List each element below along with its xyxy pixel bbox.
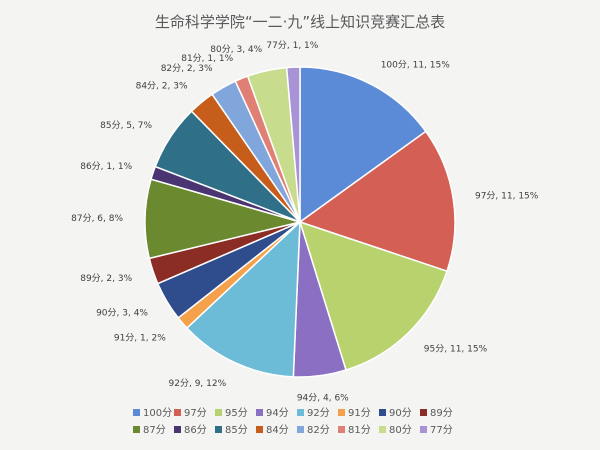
data-label: 91分, 1, 2%: [114, 332, 166, 343]
data-label: 100分, 11, 15%: [381, 59, 451, 70]
legend-swatch: [379, 409, 386, 416]
legend-swatch: [133, 426, 140, 433]
data-label: 81分, 1, 1%: [181, 53, 233, 64]
data-label: 84分, 2, 3%: [136, 80, 188, 91]
legend-swatch: [297, 409, 304, 416]
data-label: 92分, 9, 12%: [169, 378, 227, 389]
legend-swatch: [379, 426, 386, 433]
legend-label: 97分: [184, 407, 207, 419]
slice-92分: [185, 220, 301, 378]
legend-swatch: [338, 426, 345, 433]
slices: [144, 66, 456, 378]
legend-label: 82分: [307, 424, 330, 436]
legend-label: 86分: [184, 424, 207, 436]
legend: 100分 97分 95分 94分 92分 91分 90分 89分 87分 86分 85分 84分 82分…: [133, 407, 453, 436]
legend-label: 81分: [348, 424, 371, 436]
data-label: 85分, 5, 7%: [100, 120, 152, 131]
legend-swatch: [215, 426, 222, 433]
data-label: 94分, 4, 6%: [297, 393, 349, 404]
data-label: 87分, 6, 8%: [71, 213, 123, 224]
legend-label: 80分: [389, 424, 412, 436]
data-label: 97分, 11, 15%: [475, 190, 539, 201]
data-labels: 100分, 11, 15% 97分, 11, 15% 95分, 11, 15% 94分…: [71, 40, 539, 403]
legend-label: 77分: [430, 424, 453, 436]
slice-100分: [299, 66, 427, 224]
chart-title: 生命科学学院“一二·九”线上知识竞赛汇总表: [155, 13, 445, 31]
legend-label: 92分: [307, 407, 330, 419]
legend-swatch: [338, 409, 345, 416]
legend-label: 91分: [348, 407, 371, 419]
data-label: 89分, 2, 3%: [80, 273, 132, 284]
data-label: 90分, 3, 4%: [96, 308, 148, 319]
legend-swatch: [133, 409, 140, 416]
legend-swatch: [174, 409, 181, 416]
legend-swatch: [174, 426, 181, 433]
slice-95分: [298, 220, 448, 371]
data-label: 86分, 1, 1%: [80, 161, 132, 172]
legend-label: 90分: [389, 407, 412, 419]
legend-label: 95分: [225, 407, 248, 419]
data-label: 82分, 2, 3%: [161, 63, 213, 74]
data-label: 80分, 3, 4%: [210, 44, 262, 55]
legend-label: 84分: [266, 424, 289, 436]
data-label: 77分, 1, 1%: [266, 40, 318, 51]
slice-97分: [298, 130, 456, 273]
legend-swatch: [297, 426, 304, 433]
legend-swatch: [256, 409, 263, 416]
legend-swatch: [256, 426, 263, 433]
legend-label: 87分: [143, 424, 166, 436]
legend-label: 94分: [266, 407, 289, 419]
legend-label: 85分: [225, 424, 248, 436]
legend-swatch: [420, 409, 427, 416]
data-label: 95分, 11, 15%: [424, 343, 488, 354]
legend-label: 100分: [143, 407, 172, 419]
legend-label: 89分: [430, 407, 453, 419]
slice-77分: [285, 66, 301, 223]
legend-swatch: [420, 426, 427, 433]
legend-swatch: [215, 409, 222, 416]
